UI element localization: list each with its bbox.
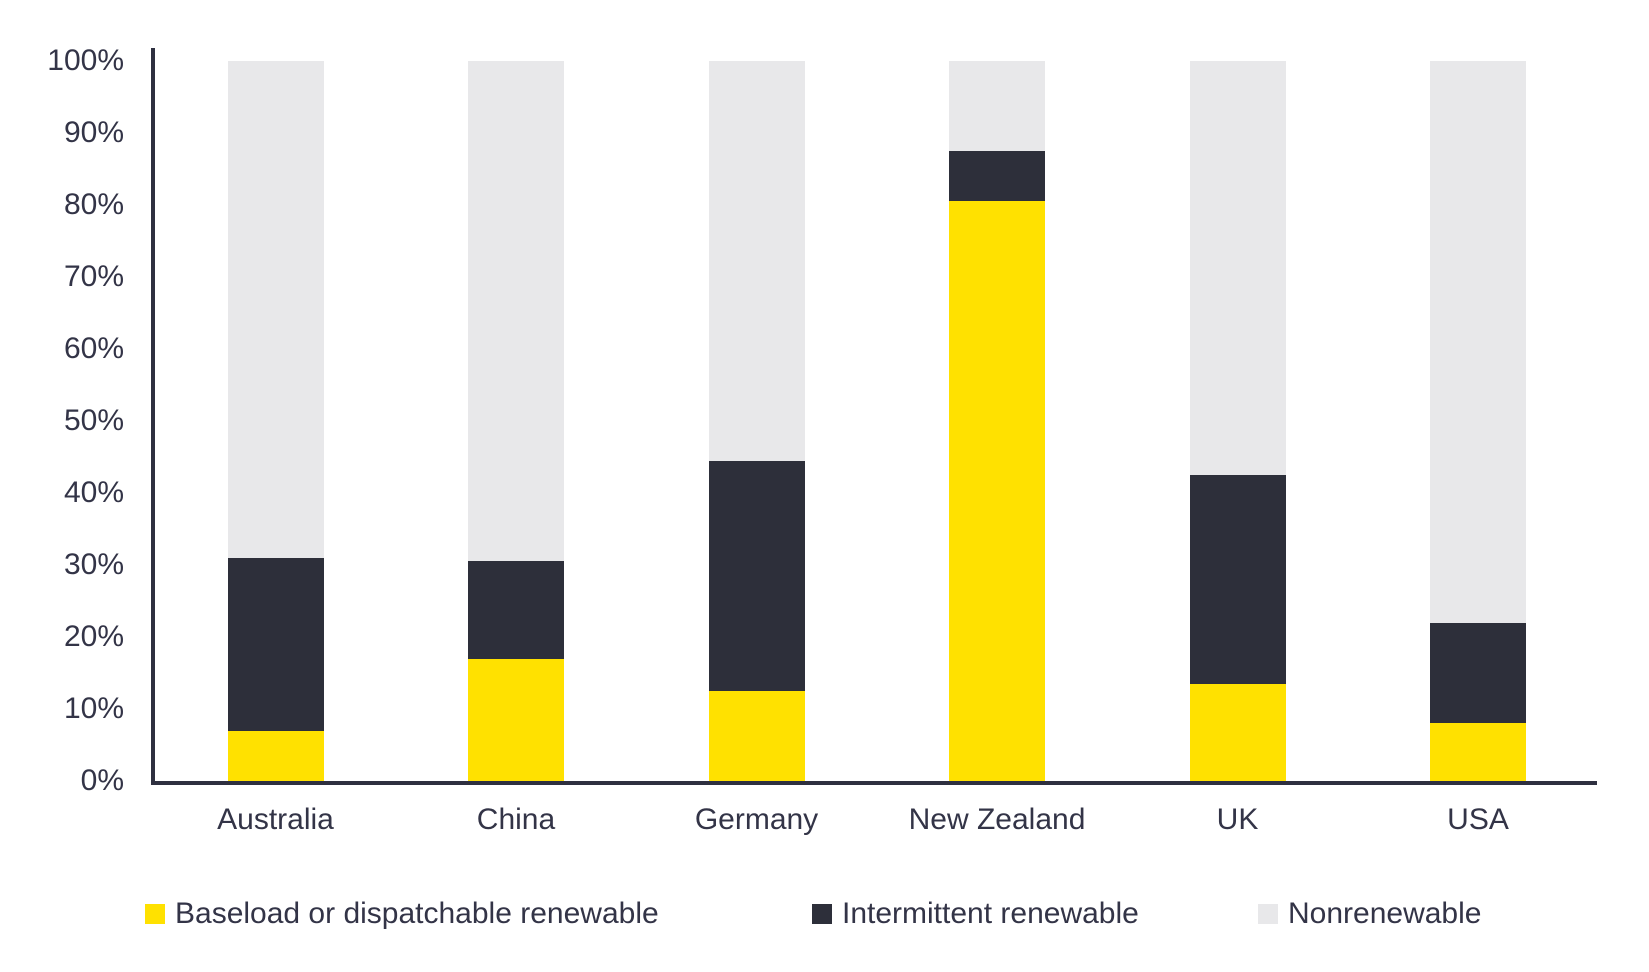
legend-swatch-icon <box>812 904 832 924</box>
legend-item-baseload: Baseload or dispatchable renewable <box>145 896 659 932</box>
bar-segment-china-nonrenewable <box>468 61 564 562</box>
x-axis-label-germany: Germany <box>694 803 819 836</box>
y-tick-label-30: 30% <box>63 548 124 581</box>
y-tick-label-90: 90% <box>63 116 124 149</box>
bar-segment-uk-baseload <box>1189 683 1286 781</box>
bar-segment-australia-nonrenewable <box>227 61 324 558</box>
bar-segment-uk-nonrenewable <box>1189 61 1286 476</box>
bar-segment-germany-nonrenewable <box>708 61 805 461</box>
y-tick-label-80: 80% <box>63 188 124 221</box>
bar-segment-china-intermittent <box>468 561 564 659</box>
y-axis-line <box>151 48 155 785</box>
legend-label: Baseload or dispatchable renewable <box>175 897 659 930</box>
y-tick-label-20: 20% <box>63 620 124 653</box>
x-axis-line <box>151 781 1597 785</box>
bar-australia <box>227 61 324 781</box>
bar-segment-germany-intermittent <box>708 460 805 691</box>
x-axis-label-new-zealand: New Zealand <box>908 803 1086 836</box>
bar-uk <box>1189 61 1286 781</box>
x-axis-label-uk: UK <box>1216 803 1259 836</box>
bar-segment-usa-intermittent <box>1430 622 1526 724</box>
legend-label: Intermittent renewable <box>842 897 1139 930</box>
bar-segment-australia-baseload <box>227 730 324 781</box>
y-tick-label-10: 10% <box>63 692 124 725</box>
bar-segment-germany-baseload <box>708 691 805 781</box>
y-tick-label-40: 40% <box>63 476 124 509</box>
bar-segment-new-zealand-baseload <box>949 201 1045 781</box>
y-tick-label-60: 60% <box>63 332 124 365</box>
x-axis-label-australia: Australia <box>217 803 334 836</box>
legend-label: Nonrenewable <box>1288 897 1482 930</box>
y-tick-label-0: 0% <box>80 764 124 797</box>
y-tick-label-100: 100% <box>47 44 124 77</box>
bar-segment-new-zealand-nonrenewable <box>949 61 1045 152</box>
bar-germany <box>708 61 805 781</box>
y-tick-label-70: 70% <box>63 260 124 293</box>
bar-segment-uk-intermittent <box>1189 475 1286 684</box>
legend-swatch-icon <box>1258 904 1278 924</box>
legend-swatch-icon <box>145 904 165 924</box>
bar-segment-usa-baseload <box>1430 723 1526 781</box>
x-axis-label-china: China <box>476 803 556 836</box>
y-tick-label-50: 50% <box>63 404 124 437</box>
legend-item-nonrenewable: Nonrenewable <box>1258 896 1481 932</box>
bar-new-zealand <box>949 61 1045 781</box>
legend-item-intermittent: Intermittent renewable <box>812 896 1139 932</box>
bar-china <box>468 61 564 781</box>
bar-segment-usa-nonrenewable <box>1430 61 1526 623</box>
bar-segment-china-baseload <box>468 658 564 781</box>
bar-segment-australia-intermittent <box>227 557 324 731</box>
x-axis-label-usa: USA <box>1447 803 1509 836</box>
bar-segment-new-zealand-intermittent <box>949 151 1045 202</box>
bar-usa <box>1430 61 1526 781</box>
